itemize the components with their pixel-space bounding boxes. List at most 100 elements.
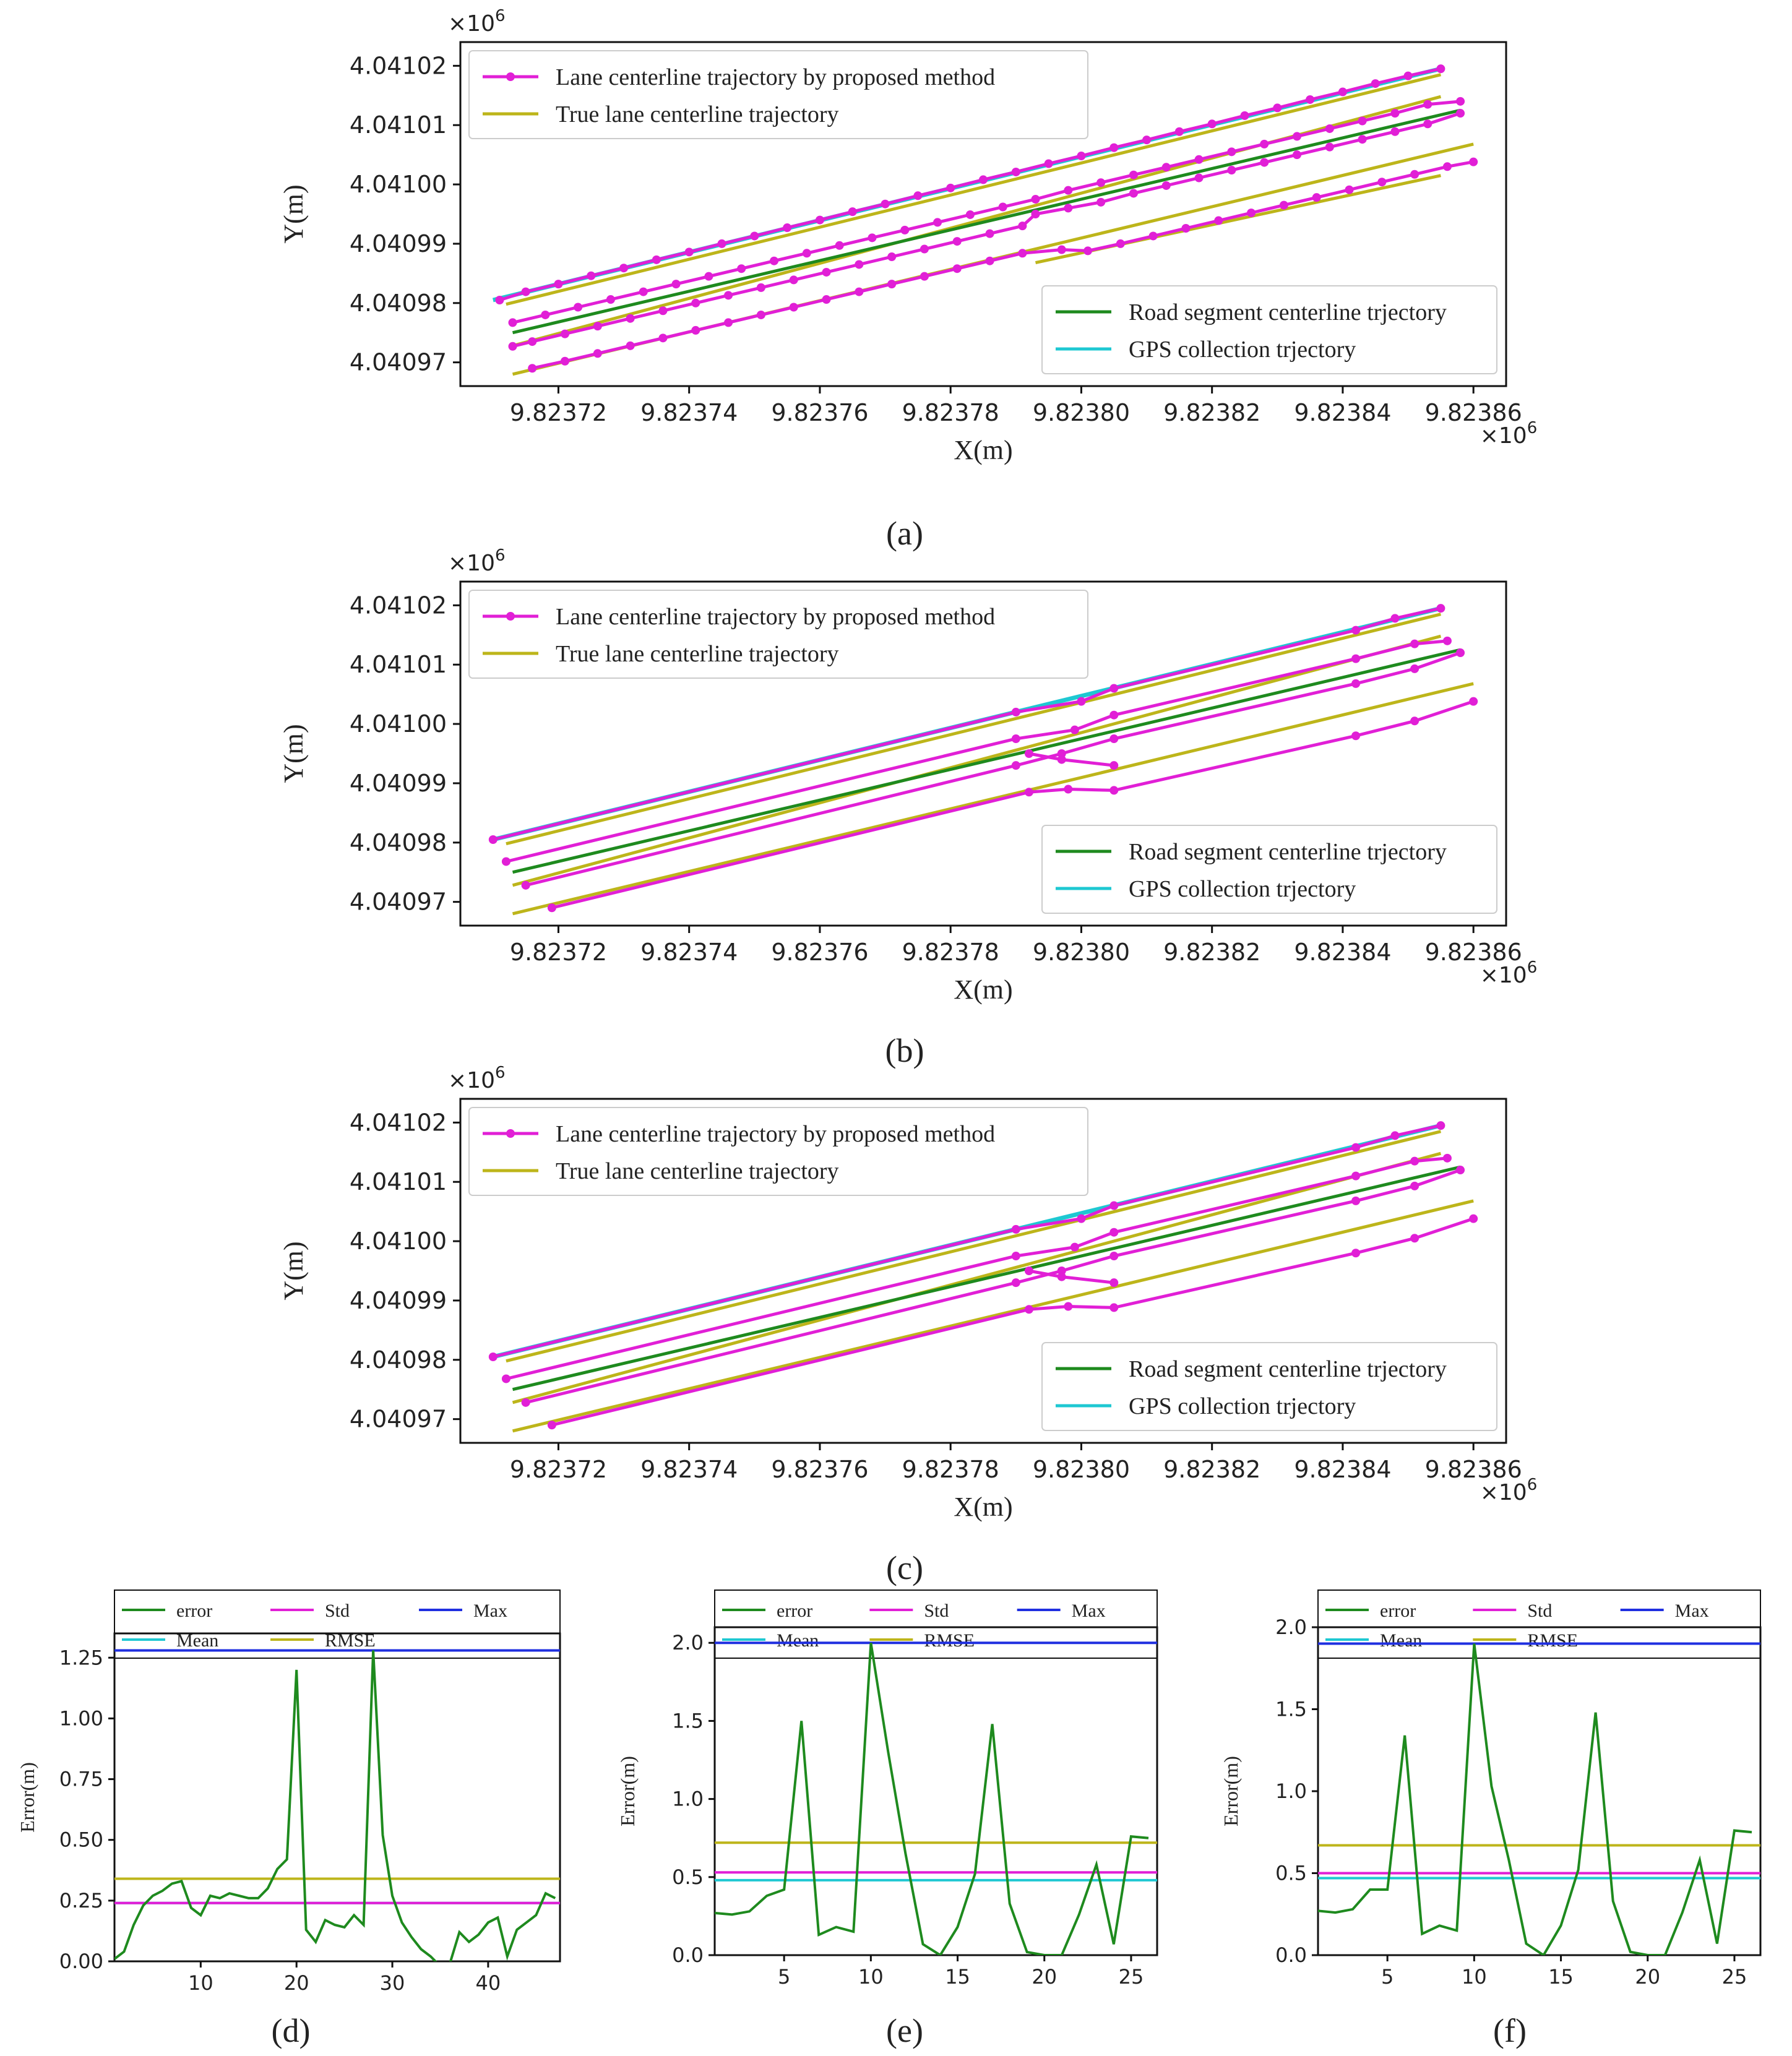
series-marker — [724, 318, 733, 327]
series-marker — [1194, 155, 1204, 164]
x-tick-label: 20 — [1635, 1965, 1660, 1989]
series-marker — [1358, 135, 1367, 144]
x-tick-label: 9.82374 — [640, 399, 738, 426]
series-line-road — [512, 648, 1461, 874]
series-marker — [1044, 159, 1053, 168]
series-marker — [1293, 150, 1301, 160]
series-marker — [750, 231, 759, 241]
x-tick-label: 9.82386 — [1425, 1456, 1522, 1483]
series-marker — [783, 223, 792, 233]
y-tick-label: 0.5 — [1275, 1862, 1307, 1885]
series-marker — [1312, 193, 1321, 202]
series-marker — [1456, 97, 1465, 106]
y-tick-label: 0.5 — [672, 1865, 704, 1889]
legend-label: Lane centerline trajectory by proposed m… — [556, 64, 995, 90]
x-tick-label: 30 — [380, 1971, 405, 1995]
series-marker — [1306, 95, 1315, 104]
series-marker — [1057, 1272, 1066, 1281]
series-line-truth — [512, 682, 1474, 916]
series-marker — [1109, 1252, 1119, 1261]
series-marker — [1338, 87, 1347, 97]
y-tick-label: 4.04097 — [350, 888, 447, 916]
series-marker — [626, 314, 635, 323]
legend-box-lower — [1041, 285, 1497, 374]
x-tick-label: 5 — [778, 1965, 790, 1989]
x-offset-exp: 6 — [1527, 958, 1538, 977]
y-axis-label: Y(m) — [278, 184, 309, 243]
y-tick-label: 4.04098 — [350, 829, 447, 856]
series-marker — [1227, 147, 1236, 157]
chart-e: error Std Max Mean RMSE 5 10 15 20 25 0.0 0.5 1.0 1.5… — [616, 1589, 1158, 1989]
series-marker — [1410, 664, 1419, 673]
series-marker — [528, 364, 537, 373]
series-marker — [1260, 158, 1269, 167]
series-marker — [1410, 716, 1419, 726]
legend-label: Std — [924, 1601, 949, 1621]
series-marker — [1410, 639, 1419, 648]
series-marker — [1260, 139, 1269, 148]
series-marker — [1456, 109, 1465, 118]
series-line-truth — [506, 73, 1441, 306]
series-marker — [1456, 1166, 1465, 1175]
series-marker — [593, 322, 602, 331]
series-marker — [1109, 786, 1119, 795]
y-offset-exp: 6 — [495, 546, 506, 565]
series-marker — [1351, 679, 1361, 688]
series-marker — [1436, 64, 1445, 74]
series-marker — [1077, 1214, 1086, 1223]
series-line-error — [114, 1650, 556, 1961]
series-marker — [1024, 1305, 1033, 1314]
series-marker — [887, 280, 897, 289]
subfig-label-a: (a) — [886, 515, 923, 552]
y-tick-label: 4.04097 — [350, 349, 447, 376]
series-marker — [770, 256, 778, 265]
series-line-truth — [506, 1130, 1441, 1363]
series-marker — [933, 218, 942, 227]
series-marker — [1214, 216, 1223, 225]
series-marker — [1129, 170, 1138, 179]
x-tick-label: 9.82372 — [510, 1456, 607, 1483]
x-tick-label: 10 — [1462, 1965, 1487, 1989]
x-tick-label: 9.82378 — [902, 939, 999, 966]
series-marker — [1109, 734, 1119, 744]
series-marker — [508, 318, 517, 327]
series-marker — [1293, 132, 1301, 141]
subfig-label-b: (b) — [885, 1032, 924, 1069]
series-marker — [1148, 231, 1158, 241]
series-marker — [1240, 111, 1249, 120]
series-marker — [1390, 1131, 1400, 1140]
subfig-label-d: (d) — [272, 2012, 311, 2049]
series-marker — [1109, 1278, 1119, 1288]
x-axis-label: X(m) — [954, 1492, 1012, 1522]
legend-label: GPS collection trjectory — [1129, 1393, 1356, 1419]
series-marker — [1109, 761, 1119, 770]
series-marker — [547, 1421, 556, 1430]
series-marker — [979, 175, 988, 184]
series-marker — [1390, 614, 1400, 623]
series-marker — [488, 835, 498, 844]
series-line-truth — [512, 634, 1442, 887]
series-marker — [1024, 1267, 1033, 1275]
x-tick-label: 25 — [1119, 1965, 1144, 1989]
series-marker — [1442, 636, 1452, 645]
series-marker — [501, 1374, 510, 1383]
legend-box-upper — [468, 590, 1088, 679]
x-tick-label: 9.82380 — [1033, 939, 1130, 966]
series-marker — [547, 903, 556, 913]
series-marker — [1325, 142, 1334, 152]
y-tick-label: 4.04098 — [350, 1346, 447, 1374]
series-marker — [1371, 79, 1380, 88]
x-tick-label: 9.82380 — [1033, 399, 1130, 426]
x-tick-label: 20 — [1032, 1965, 1057, 1989]
legend-label: Lane centerline trajectory by proposed m… — [556, 1121, 995, 1147]
y-tick-label: 1.25 — [59, 1646, 103, 1669]
series-marker — [554, 280, 563, 289]
y-tick-label: 4.04100 — [350, 1228, 447, 1255]
series-marker — [1031, 210, 1040, 218]
series-marker — [658, 306, 668, 316]
legend-label: error — [1380, 1601, 1416, 1621]
legend-label: Mean — [777, 1630, 819, 1651]
series-marker — [1358, 116, 1367, 126]
series-marker — [1011, 761, 1020, 770]
